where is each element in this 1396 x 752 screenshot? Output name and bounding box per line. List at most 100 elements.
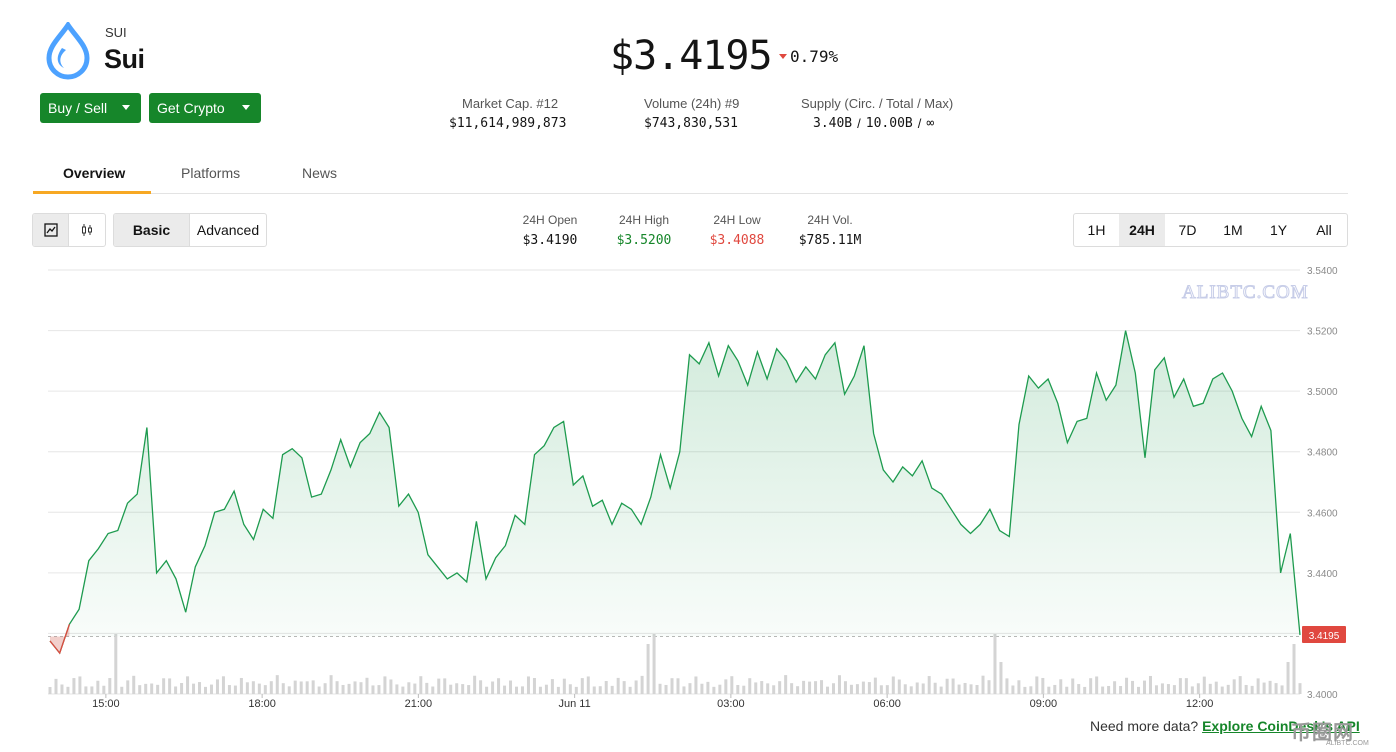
volume-bar (682, 686, 686, 694)
range-24h[interactable]: 24H (1119, 214, 1165, 246)
range-1m[interactable]: 1M (1223, 222, 1243, 238)
volume-bar (748, 678, 752, 694)
candlestick-icon (82, 224, 92, 236)
x-tick-label: 15:00 (92, 698, 120, 710)
volume-bar (1137, 686, 1141, 694)
buy-sell-dropdown-button[interactable]: Buy / Sell (40, 93, 141, 123)
volume-bar (700, 683, 704, 694)
volume-bar (174, 686, 178, 694)
coin-name: Sui (104, 44, 145, 74)
volume-bar (227, 685, 231, 694)
market-cap-stat: Market Cap. #12 (462, 96, 558, 111)
basic-mode-button[interactable]: Basic (114, 214, 190, 246)
open-label: 24H Open (522, 213, 578, 227)
range-1y[interactable]: 1Y (1269, 222, 1288, 238)
explore-api-link[interactable]: Explore CoinDesk's API (1202, 718, 1360, 734)
volume-bar (1166, 684, 1170, 694)
volume-bar (1280, 685, 1284, 694)
volume-bar (1196, 683, 1200, 694)
volume-bar (209, 684, 213, 694)
supply-total: 10.00B (865, 116, 913, 131)
volume-bar (281, 683, 285, 694)
volume-bar (1119, 685, 1123, 694)
volume-bar (598, 686, 602, 694)
volume-bar (574, 686, 578, 694)
volume-bar (1184, 678, 1188, 694)
range-7d[interactable]: 7D (1178, 222, 1197, 238)
x-tick-label: Jun 11 (559, 698, 591, 710)
volume-bar (413, 683, 417, 694)
volume-bar (1274, 683, 1278, 694)
volume-bar (993, 634, 997, 694)
volume-bar (144, 683, 148, 694)
tab-platforms[interactable]: Platforms (181, 165, 241, 181)
volume-bar (1148, 675, 1152, 694)
volume-bar (820, 680, 824, 694)
volume-bar (1041, 677, 1045, 694)
volume-bar (1011, 685, 1015, 694)
volume-bar (419, 676, 423, 694)
volume-bar (837, 675, 841, 694)
volume-bar (443, 678, 447, 694)
down-arrow-icon (779, 54, 787, 59)
volume-bar (580, 678, 584, 694)
x-tick-label: 18:00 (248, 698, 276, 710)
volume-bar (826, 686, 830, 694)
advanced-mode-button[interactable]: Advanced (196, 222, 260, 238)
volume-bar (437, 678, 441, 694)
volume-24h-label: 24H Vol. (807, 213, 853, 227)
x-tick-label: 12:00 (1186, 698, 1214, 710)
x-tick-label: 09:00 (1030, 698, 1058, 710)
volume-bar (1017, 680, 1021, 694)
volume-bar (1292, 644, 1296, 694)
candlestick-button[interactable] (69, 214, 105, 246)
volume-bar (269, 681, 273, 694)
volume-bar (233, 685, 237, 694)
volume-bar (84, 686, 88, 694)
volume-bar (1298, 683, 1302, 694)
get-crypto-dropdown-button[interactable]: Get Crypto (149, 93, 261, 123)
volume-bar (1107, 685, 1111, 694)
volume-bar (1214, 681, 1218, 694)
volume-bar (503, 685, 507, 694)
low-label: 24H Low (713, 213, 761, 227)
volume-bar (933, 682, 937, 694)
volume-bar (604, 681, 608, 694)
range-1h[interactable]: 1H (1087, 222, 1106, 238)
volume-bar (1226, 684, 1230, 694)
volume-bar (861, 681, 865, 694)
volume-bar (359, 682, 363, 694)
volume-bar (622, 681, 626, 694)
volume-bar (377, 685, 381, 694)
volume-bar (485, 686, 489, 694)
volume-bar (658, 683, 662, 694)
volume-bar (963, 682, 967, 694)
volume-bar (138, 685, 142, 694)
volume-bar (1089, 678, 1093, 694)
high-label: 24H High (618, 213, 670, 227)
volume-bar (305, 681, 309, 694)
volume-bar (66, 686, 70, 694)
tab-overview[interactable]: Overview (63, 165, 126, 181)
volume-bar (634, 680, 638, 694)
volume-bar (491, 681, 495, 694)
volume-bar (108, 678, 112, 694)
volume-bar (939, 686, 943, 694)
tab-news[interactable]: News (302, 165, 338, 181)
range-all[interactable]: All (1316, 222, 1332, 238)
volume-bar (455, 683, 459, 694)
volume-bar (1154, 685, 1158, 694)
volume-bar (72, 678, 76, 694)
price-line (49, 330, 1301, 655)
y-tick-label: 3.4000 (1307, 690, 1338, 701)
volume-bar (592, 686, 596, 694)
low-value: $3.4088 (709, 233, 765, 248)
supply-value: 3.40B / 10.00B / ∞ (813, 116, 934, 131)
volume-bar (879, 685, 883, 694)
line-chart-button[interactable] (33, 214, 70, 246)
volume-bar (640, 675, 644, 694)
supply-label: Supply (Circ. / Total / Max) (801, 96, 954, 111)
price-chart[interactable]: 3.54003.52003.50003.48003.46003.44003.42… (0, 258, 1396, 714)
volume-bar (1095, 676, 1099, 694)
volume-bar (192, 683, 196, 694)
